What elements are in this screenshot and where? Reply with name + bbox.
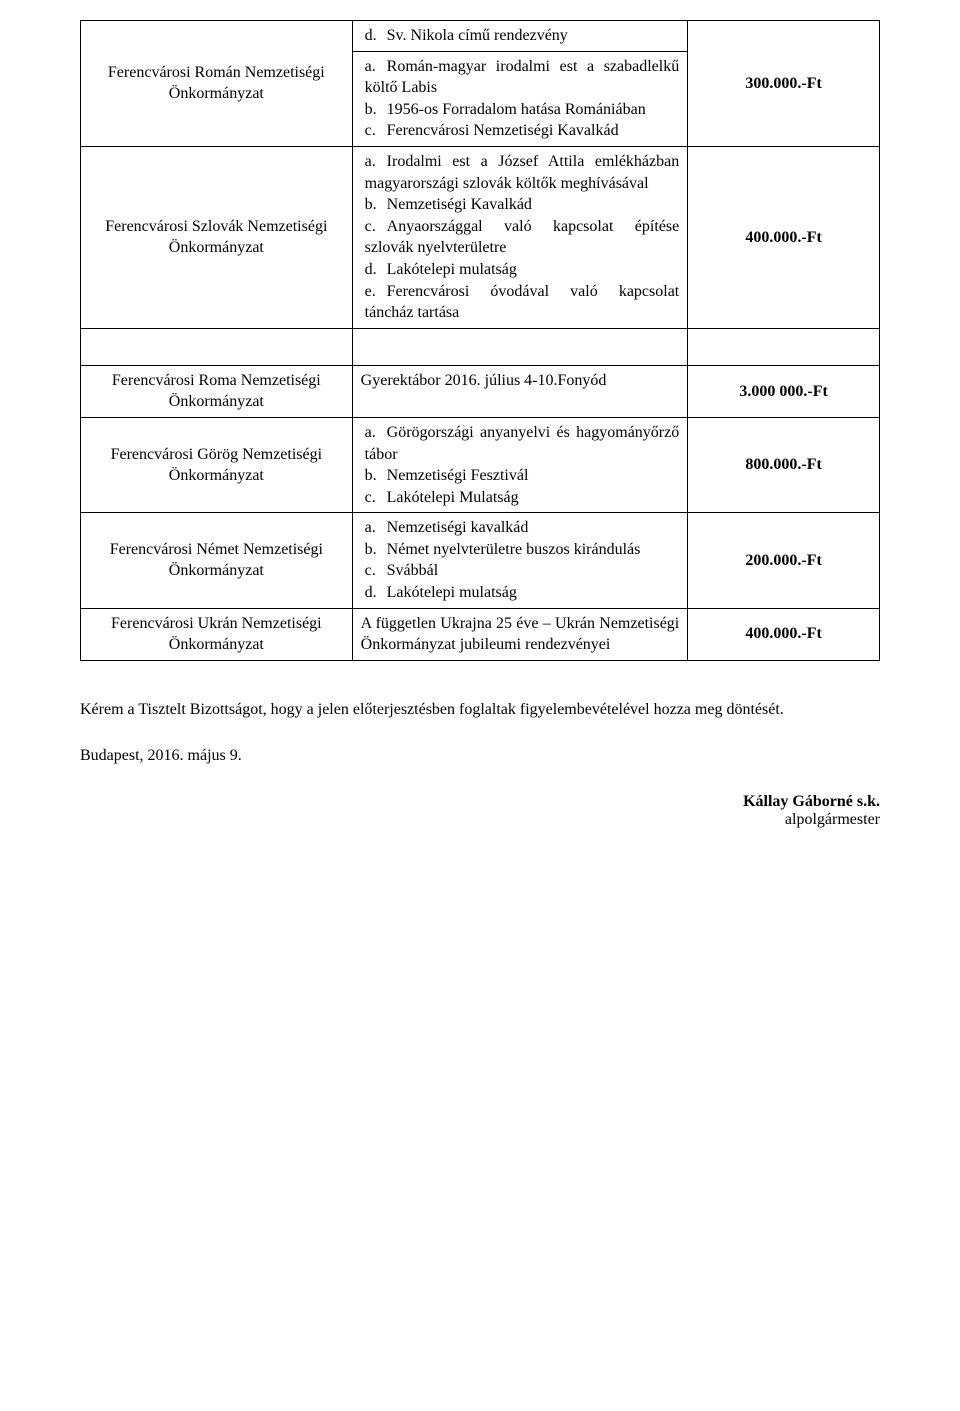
amount-text: 400.000.-Ft (745, 625, 821, 642)
amount-cell: 400.000.-Ft (688, 608, 880, 660)
table-spacer-row (81, 328, 880, 365)
signature-name: Kállay Gáborné s.k. (80, 793, 880, 811)
items-cell: a.Görögországi anyanyelvi és hagyományőr… (352, 417, 688, 512)
org-text: Ferencvárosi Német Nemzetiségi Önkormány… (110, 541, 323, 580)
list-item: a.Irodalmi est a József Attila emlékházb… (361, 151, 680, 194)
items-cell: a.Nemzetiségi kavalkád b.Német nyelvterü… (352, 513, 688, 608)
item-text: Német nyelvterületre buszos kirándulás (387, 541, 641, 558)
spacer-cell (81, 328, 353, 365)
list-item: b.Nemzetiségi Fesztivál (361, 465, 680, 487)
grants-table: Ferencvárosi Román Nemzetiségi Önkormány… (80, 20, 880, 661)
item-text: Román-magyar irodalmi est a szabadlelkű … (365, 58, 680, 97)
item-marker: c. (365, 216, 387, 238)
item-marker: d. (365, 25, 387, 47)
item-marker: c. (365, 120, 387, 142)
list-item: b.Nemzetiségi Kavalkád (361, 194, 680, 216)
amount-text: 800.000.-Ft (745, 456, 821, 473)
list-item: b.1956-os Forradalom hatása Romániában (361, 99, 680, 121)
amount-cell: 200.000.-Ft (688, 513, 880, 608)
item-text: A független Ukrajna 25 éve – Ukrán Nemze… (361, 615, 680, 654)
table-row: Ferencvárosi Szlovák Nemzetiségi Önkormá… (81, 146, 880, 328)
list-item: c.Lakótelepi Mulatság (361, 487, 680, 509)
amount-text: 300.000.-Ft (745, 75, 821, 92)
item-text: Gyerektábor 2016. július 4-10.Fonyód (361, 372, 607, 389)
list-item: a.Román-magyar irodalmi est a szabadlelk… (361, 56, 680, 99)
item-marker: d. (365, 259, 387, 281)
org-text: Ferencvárosi Roma Nemzetiségi Önkormányz… (112, 372, 321, 411)
org-text: Ferencvárosi Ukrán Nemzetiségi Önkormány… (111, 615, 322, 654)
date-line: Budapest, 2016. május 9. (80, 747, 880, 765)
closing-paragraph: Kérem a Tisztelt Bizottságot, hogy a jel… (80, 701, 880, 719)
table-row: Ferencvárosi Ukrán Nemzetiségi Önkormány… (81, 608, 880, 660)
item-text: Ferencvárosi Nemzetiségi Kavalkád (387, 122, 619, 139)
item-marker: b. (365, 465, 387, 487)
item-marker: b. (365, 194, 387, 216)
list-item: b.Német nyelvterületre buszos kirándulás (361, 539, 680, 561)
org-text: Ferencvárosi Szlovák Nemzetiségi Önkormá… (105, 218, 327, 257)
amount-cell: 3.000 000.-Ft (688, 365, 880, 417)
item-marker: e. (365, 281, 387, 303)
item-marker: c. (365, 487, 387, 509)
item-text: Nemzetiségi Kavalkád (387, 196, 532, 213)
items-cell: a.Irodalmi est a József Attila emlékházb… (352, 146, 688, 328)
item-marker: a. (365, 517, 387, 539)
item-text: Svábbál (387, 562, 439, 579)
list-item: c.Anyaországgal való kapcsolat építése s… (361, 216, 680, 259)
page: Ferencvárosi Román Nemzetiségi Önkormány… (0, 0, 960, 889)
item-text: Anyaországgal való kapcsolat építése szl… (365, 218, 680, 257)
item-marker: d. (365, 582, 387, 604)
list-item: d.Lakótelepi mulatság (361, 259, 680, 281)
item-text: Görögországi anyanyelvi és hagyományőrző… (365, 424, 680, 463)
org-cell: Ferencvárosi Roma Nemzetiségi Önkormányz… (81, 365, 353, 417)
list-item: e.Ferencvárosi óvodával való kapcsolat t… (361, 281, 680, 324)
org-cell: Ferencvárosi Román Nemzetiségi Önkormány… (81, 21, 353, 147)
item-marker: a. (365, 151, 387, 173)
table-row: Ferencvárosi Német Nemzetiségi Önkormány… (81, 513, 880, 608)
item-text: Irodalmi est a József Attila emlékházban… (365, 153, 680, 192)
amount-cell: 800.000.-Ft (688, 417, 880, 512)
items-cell: Gyerektábor 2016. július 4-10.Fonyód (352, 365, 688, 417)
table-row: Ferencvárosi Görög Nemzetiségi Önkormány… (81, 417, 880, 512)
list-item: c.Svábbál (361, 560, 680, 582)
item-marker: a. (365, 56, 387, 78)
signature-title: alpolgármester (80, 811, 880, 829)
item-text: Lakótelepi mulatság (387, 261, 517, 278)
table-row: Ferencvárosi Roma Nemzetiségi Önkormányz… (81, 365, 880, 417)
item-marker: b. (365, 539, 387, 561)
item-text: Lakótelepi mulatság (387, 584, 517, 601)
list-item: c.Ferencvárosi Nemzetiségi Kavalkád (361, 120, 680, 142)
list-item: d.Sv. Nikola című rendezvény (361, 25, 680, 47)
list-item: d.Lakótelepi mulatság (361, 582, 680, 604)
item-text: 1956-os Forradalom hatása Romániában (387, 101, 646, 118)
item-text: Ferencvárosi óvodával való kapcsolat tán… (365, 283, 680, 322)
item-marker: c. (365, 560, 387, 582)
org-cell: Ferencvárosi Szlovák Nemzetiségi Önkormá… (81, 146, 353, 328)
items-cell: d.Sv. Nikola című rendezvény (352, 21, 688, 52)
org-cell: Ferencvárosi Német Nemzetiségi Önkormány… (81, 513, 353, 608)
item-text: Sv. Nikola című rendezvény (387, 27, 568, 44)
item-text: Nemzetiségi kavalkád (387, 519, 529, 536)
amount-text: 3.000 000.-Ft (739, 383, 827, 400)
amount-text: 400.000.-Ft (745, 229, 821, 246)
amount-cell: 400.000.-Ft (688, 146, 880, 328)
list-item: a.Görögországi anyanyelvi és hagyományőr… (361, 422, 680, 465)
table-row: Ferencvárosi Román Nemzetiségi Önkormány… (81, 21, 880, 52)
org-text: Ferencvárosi Görög Nemzetiségi Önkormány… (111, 446, 322, 485)
org-cell: Ferencvárosi Görög Nemzetiségi Önkormány… (81, 417, 353, 512)
item-text: Nemzetiségi Fesztivál (387, 467, 529, 484)
amount-cell: 300.000.-Ft (688, 21, 880, 147)
amount-text: 200.000.-Ft (745, 552, 821, 569)
spacer-cell (688, 328, 880, 365)
items-cell: a.Román-magyar irodalmi est a szabadlelk… (352, 51, 688, 146)
signature-block: Kállay Gáborné s.k. alpolgármester (80, 793, 880, 829)
item-text: Lakótelepi Mulatság (387, 489, 519, 506)
item-marker: a. (365, 422, 387, 444)
org-text: Ferencvárosi Román Nemzetiségi Önkormány… (108, 64, 325, 103)
list-item: a.Nemzetiségi kavalkád (361, 517, 680, 539)
org-cell: Ferencvárosi Ukrán Nemzetiségi Önkormány… (81, 608, 353, 660)
item-marker: b. (365, 99, 387, 121)
items-cell: A független Ukrajna 25 éve – Ukrán Nemze… (352, 608, 688, 660)
spacer-cell (352, 328, 688, 365)
